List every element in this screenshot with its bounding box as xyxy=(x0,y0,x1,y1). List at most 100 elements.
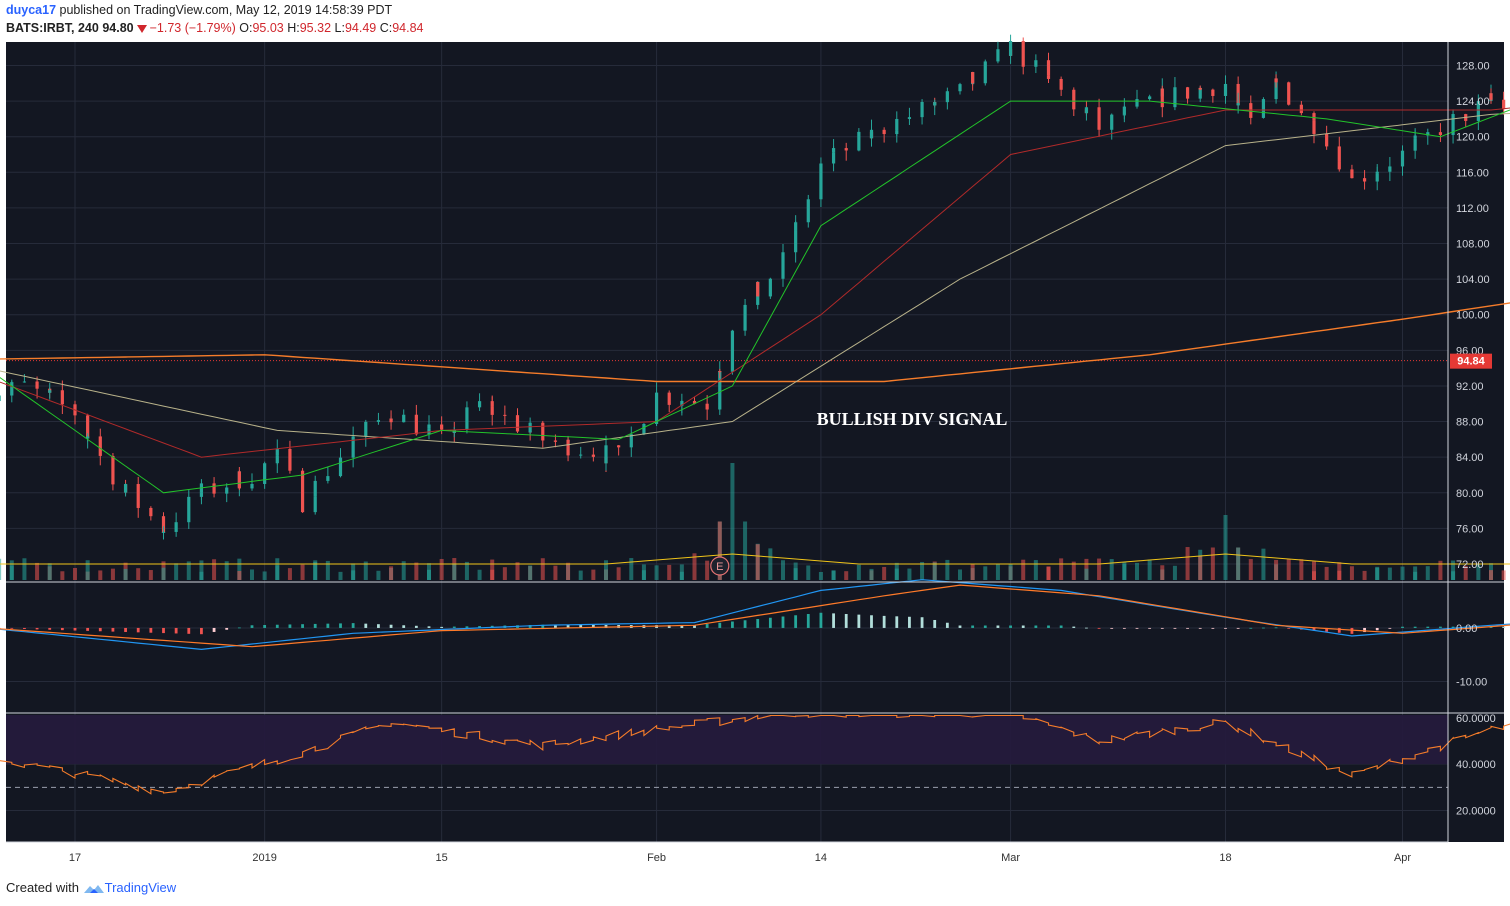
volume-bar xyxy=(1248,559,1253,580)
volume-bar xyxy=(98,570,103,580)
macd-histogram-bar xyxy=(718,622,722,628)
macd-histogram-bar xyxy=(288,624,292,628)
macd-histogram-bar xyxy=(326,623,330,628)
volume-bar xyxy=(490,569,495,580)
candle-body xyxy=(971,72,975,84)
volume-bar xyxy=(768,548,773,580)
macd-histogram-bar xyxy=(870,615,873,628)
volume-bar xyxy=(275,565,280,580)
publish-text: published on TradingView.com, May 12, 20… xyxy=(59,3,393,17)
author-name[interactable]: duyca17 xyxy=(6,3,57,17)
volume-bar xyxy=(958,569,962,580)
macd-histogram-bar xyxy=(339,623,342,628)
candle-body xyxy=(490,406,494,415)
candle-body xyxy=(465,407,469,430)
macd-histogram-bar xyxy=(1047,625,1050,628)
macd-histogram-bar xyxy=(237,627,241,629)
candle-body xyxy=(882,129,886,135)
chart-canvas[interactable]: 17201915Feb14Mar18Apr15May20Jun17Jul1512… xyxy=(0,0,1510,876)
volume-bar xyxy=(932,562,937,580)
macd-histogram-bar xyxy=(60,627,64,631)
rsi-line xyxy=(0,714,1510,795)
macd-histogram-bar xyxy=(1097,627,1101,629)
candle-body xyxy=(1274,78,1278,83)
volume-bar xyxy=(414,562,419,580)
candle-body xyxy=(503,414,507,416)
volume-bar xyxy=(477,569,482,580)
volume-bar xyxy=(287,568,292,580)
volume-bar xyxy=(351,563,356,580)
volume-bar xyxy=(1299,559,1304,580)
candle-body xyxy=(730,330,735,372)
created-with: Created with xyxy=(6,880,79,895)
candle-body xyxy=(1400,150,1405,167)
candle-body xyxy=(98,436,102,456)
y-tick-label: 88.00 xyxy=(1456,417,1484,429)
volume-bar xyxy=(502,567,507,580)
candle-body xyxy=(1451,114,1455,135)
candle-body xyxy=(1223,83,1228,96)
volume-bar xyxy=(528,565,533,580)
macd-histogram-bar xyxy=(1249,627,1253,629)
macd-histogram-bar xyxy=(1350,627,1354,634)
macd-histogram-bar xyxy=(1009,625,1012,628)
symbol-label: BATS:IRBT, 240 xyxy=(6,21,99,35)
candle-body xyxy=(1274,78,1278,100)
volume-bar xyxy=(1476,563,1481,580)
volume-bar xyxy=(313,562,318,580)
volume-bar xyxy=(85,560,90,580)
volume-bar xyxy=(136,568,141,580)
volume-bar xyxy=(1135,562,1139,580)
volume-bar xyxy=(1324,566,1329,580)
volume-bar xyxy=(300,564,305,580)
macd-histogram-bar xyxy=(1236,627,1240,629)
volume-bar xyxy=(1425,566,1430,580)
brand-name[interactable]: TradingView xyxy=(104,880,177,895)
candle-body xyxy=(376,420,381,422)
volume-bar xyxy=(1122,564,1127,580)
rsi-tick-label: 60.0000 xyxy=(1456,713,1496,725)
volume-bar xyxy=(1109,559,1114,580)
open-label: O: xyxy=(239,21,253,35)
volume-bar xyxy=(1451,571,1456,580)
earnings-markers[interactable]: EE xyxy=(710,556,1510,576)
volume-bar xyxy=(1236,547,1241,580)
candle-body xyxy=(275,448,279,456)
price-axis[interactable] xyxy=(1448,42,1504,842)
candle-body xyxy=(35,381,39,389)
candle-body xyxy=(440,424,444,430)
volume-bar xyxy=(237,558,242,580)
candle-body xyxy=(591,454,595,457)
candle-body xyxy=(654,392,659,424)
macd-histogram-bar xyxy=(1135,627,1139,629)
y-tick-label: 84.00 xyxy=(1456,452,1484,464)
macd-tick-label: -10.00 xyxy=(1456,677,1487,689)
volume-bar xyxy=(0,558,2,580)
volume-bar xyxy=(844,571,849,580)
macd-histogram-bar xyxy=(111,627,115,632)
candle-body xyxy=(680,400,684,405)
candle-body xyxy=(528,422,532,433)
candle-body xyxy=(958,84,962,92)
publish-info: duyca17 published on TradingView.com, Ma… xyxy=(6,3,392,17)
volume-bar xyxy=(705,560,710,580)
candle-body xyxy=(402,414,406,423)
volume-bar xyxy=(970,564,975,580)
volume-bar xyxy=(1210,547,1215,580)
candle-body xyxy=(1198,87,1202,99)
candle-body xyxy=(414,414,418,435)
candle-body xyxy=(629,434,633,448)
macd-histogram-bar xyxy=(10,627,14,629)
macd-histogram-bar xyxy=(440,626,444,628)
candle-body xyxy=(1375,173,1379,182)
macd-tick-label: 0.00 xyxy=(1456,623,1477,635)
macd-histogram-bar xyxy=(162,627,165,634)
volume-bar xyxy=(945,559,950,580)
macd-histogram-bar xyxy=(136,627,140,633)
volume-bar xyxy=(1160,565,1165,580)
indicator-lines xyxy=(0,100,1510,795)
y-tick-label: 100.00 xyxy=(1456,310,1490,322)
volume-bar xyxy=(1451,560,1456,580)
macd-histogram-bar xyxy=(225,627,229,630)
macd-histogram-bar xyxy=(1211,627,1215,629)
